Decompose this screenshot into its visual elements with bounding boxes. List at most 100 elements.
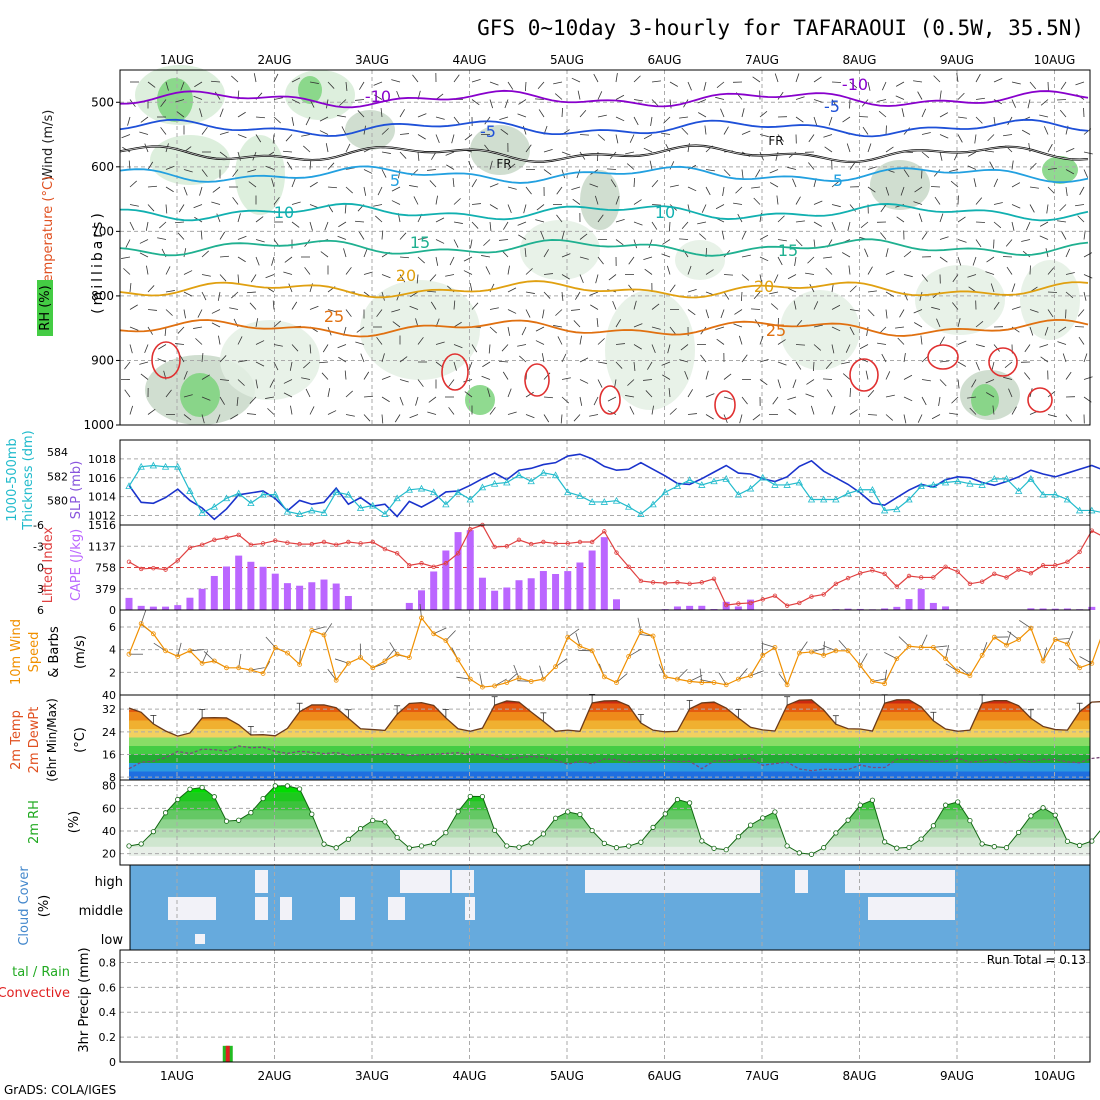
lifted-index-point bbox=[285, 540, 290, 545]
wind-barb bbox=[363, 271, 373, 275]
wind-barb bbox=[417, 379, 424, 387]
wind-barb bbox=[375, 215, 383, 223]
lifted-index-point bbox=[1053, 563, 1058, 568]
wind-barb bbox=[555, 309, 563, 316]
wind-barb bbox=[1083, 230, 1086, 240]
wind-barb bbox=[597, 379, 603, 388]
rh-point bbox=[540, 831, 546, 837]
wind-barb bbox=[733, 323, 743, 328]
wind-barb bbox=[471, 344, 478, 353]
wind-barb bbox=[842, 373, 851, 380]
wind-barb bbox=[795, 344, 806, 346]
wind-barb bbox=[219, 231, 226, 240]
wind-barb bbox=[952, 302, 959, 310]
wind-barb bbox=[1027, 99, 1031, 109]
wind-barb bbox=[435, 256, 439, 266]
wind-barb bbox=[705, 186, 711, 196]
wind10m-point bbox=[675, 676, 680, 682]
wind-barb bbox=[129, 221, 135, 231]
wind-barb bbox=[147, 285, 155, 293]
wind-barb bbox=[788, 408, 797, 415]
wind-barb bbox=[357, 110, 365, 118]
wind-barb bbox=[993, 301, 1000, 310]
wind-barb bbox=[974, 134, 977, 144]
wind-barb bbox=[453, 344, 463, 349]
wind-barb bbox=[543, 291, 551, 299]
wind-barb bbox=[950, 180, 959, 188]
wind-barb bbox=[669, 161, 675, 170]
wind-barb bbox=[543, 396, 554, 399]
wind-barb bbox=[1005, 239, 1013, 247]
wind10m-point bbox=[943, 656, 948, 662]
wind-barb bbox=[666, 265, 671, 275]
wind-barb bbox=[597, 361, 607, 364]
wind-barb bbox=[903, 414, 907, 424]
wind-barb bbox=[1006, 266, 1013, 275]
cape-bar bbox=[210, 575, 218, 610]
thickness-point bbox=[588, 498, 596, 505]
rh-point bbox=[613, 845, 620, 851]
wind-barb bbox=[327, 186, 338, 189]
cloud-patch-middle bbox=[255, 897, 268, 920]
wind-barb bbox=[183, 169, 193, 173]
cape-bar bbox=[235, 555, 243, 610]
warm-contour bbox=[524, 363, 550, 397]
thickness-point bbox=[807, 495, 816, 503]
wind-barb bbox=[1003, 134, 1013, 137]
cape-bar bbox=[478, 577, 486, 610]
rh-point bbox=[528, 840, 534, 846]
wind-barb bbox=[589, 414, 599, 417]
rh-point bbox=[601, 840, 607, 846]
wind-barb bbox=[485, 266, 491, 275]
wind-barb bbox=[772, 396, 779, 405]
wind-barb bbox=[741, 108, 745, 118]
wind-barb bbox=[993, 178, 999, 188]
thickness-point bbox=[442, 500, 450, 508]
wind-barb bbox=[139, 239, 149, 244]
thickness-point bbox=[271, 490, 279, 498]
wind-barb bbox=[867, 143, 872, 153]
wind-barb bbox=[247, 169, 257, 173]
temp-band bbox=[129, 771, 1090, 780]
wind-barb bbox=[1043, 126, 1049, 135]
rh-point bbox=[552, 815, 559, 821]
wind-barb bbox=[751, 186, 761, 189]
cape-bar bbox=[856, 608, 864, 610]
wind-barb bbox=[633, 99, 643, 102]
temp-band bbox=[129, 703, 1090, 712]
thickness-point bbox=[503, 478, 511, 486]
rh-shading bbox=[180, 373, 220, 417]
rh-point bbox=[443, 830, 449, 836]
wind-barb bbox=[237, 379, 245, 386]
thickness-point bbox=[417, 484, 426, 492]
rh-point bbox=[394, 834, 400, 841]
wind-barb bbox=[449, 256, 455, 266]
wind-barb bbox=[589, 291, 599, 296]
wind-barb bbox=[165, 309, 173, 316]
wind-barb bbox=[859, 344, 869, 350]
lifted-index-point bbox=[212, 537, 217, 543]
wind-barb bbox=[921, 396, 927, 406]
wind-barb bbox=[901, 108, 905, 118]
wind-barb bbox=[845, 344, 851, 353]
wind-barb bbox=[415, 396, 419, 406]
wind-barb bbox=[394, 414, 401, 423]
thickness-point bbox=[954, 477, 962, 485]
wind-barb bbox=[345, 186, 353, 194]
wind-barb bbox=[305, 388, 311, 398]
wind-barb bbox=[285, 134, 293, 142]
wind-barb bbox=[525, 391, 534, 398]
cape-bar bbox=[454, 532, 462, 610]
lifted-index-point bbox=[955, 569, 960, 574]
thickness-point bbox=[795, 478, 803, 486]
day-label-bottom: 6AUG bbox=[648, 1069, 682, 1083]
wind-barb bbox=[573, 414, 581, 422]
lifted-index-point bbox=[797, 600, 802, 606]
wind-barb bbox=[537, 81, 545, 90]
wind-barb bbox=[219, 355, 227, 363]
wind-barb bbox=[881, 81, 887, 91]
thickness-point bbox=[466, 495, 474, 503]
wind-barb bbox=[429, 180, 437, 188]
wind-barb bbox=[468, 361, 473, 371]
cape-bar bbox=[1088, 606, 1096, 610]
